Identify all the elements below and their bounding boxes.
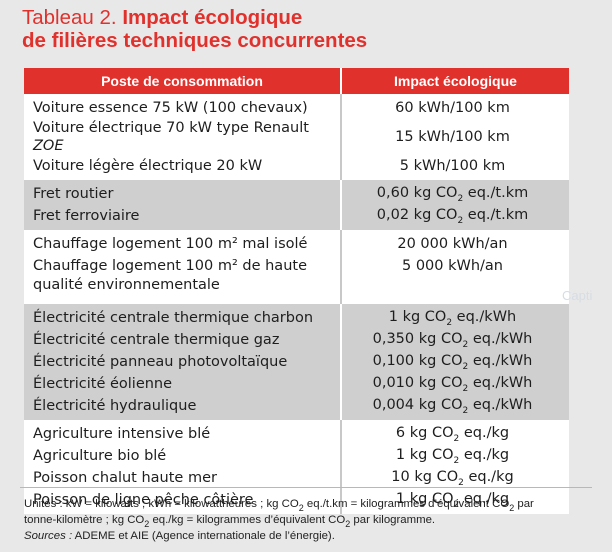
table-row: Électricité centrale thermique charbon 1 … xyxy=(24,304,569,329)
row-value: 5 000 kWh/an xyxy=(341,255,569,304)
row-group-2: Fret routier 0,60 kg CO2 eq./t.km Fret fer… xyxy=(24,180,569,230)
table-row: Électricité centrale thermique gaz 0,350 … xyxy=(24,329,569,351)
table-title: Tableau 2. Impact écologique de filières… xyxy=(22,6,602,52)
row-value: 6 kg CO2 eq./kg xyxy=(341,420,569,445)
row-label: Fret routier xyxy=(24,180,342,205)
row-value: 1 kg CO2 eq./kWh xyxy=(341,304,569,329)
row-value: 0,350 kg CO2 eq./kWh xyxy=(341,329,569,351)
row-label: Poisson de ligne pêche côtière xyxy=(24,489,342,514)
row-value: 0,010 kg CO2 eq./kWh xyxy=(341,373,569,395)
table-row: Fret routier 0,60 kg CO2 eq./t.km xyxy=(24,180,569,205)
row-value: 15 kWh/100 km xyxy=(341,119,569,155)
row-group-3: Chauffage logement 100 m² mal isolé 20 00… xyxy=(24,230,569,304)
table-row: Poisson de ligne pêche côtière 1 kg CO2 e… xyxy=(24,489,569,514)
row-label: Électricité panneau photovoltaïque xyxy=(24,351,342,373)
row-label: Chauffage logement 100 m² de haute quali… xyxy=(24,255,342,304)
row-label: Poisson chalut haute mer xyxy=(24,467,342,489)
header-poste: Poste de consommation xyxy=(24,68,342,94)
table-row: Agriculture bio blé 1 kg CO2 eq./kg xyxy=(24,445,569,467)
row-label: Électricité centrale thermique gaz xyxy=(24,329,342,351)
table-notes: Unités : kW = kilowatts ; kWh = kilowatt… xyxy=(24,496,604,544)
row-value: 0,02 kg CO2 eq./t.km xyxy=(341,205,569,230)
row-label: Agriculture bio blé xyxy=(24,445,342,467)
row-label: Voiture électrique 70 kW type Renault ZO… xyxy=(24,119,342,155)
title-line-1: Tableau 2. Impact écologique xyxy=(22,6,602,29)
header-impact: Impact écologique xyxy=(341,68,569,94)
units-note-line-2: tonne-kilomètre ; kg CO2 eq./kg = kilogr… xyxy=(24,514,436,529)
row-group-1: Voiture essence 75 kW (100 chevaux) 60 kW… xyxy=(24,94,569,180)
title-main-line-1: Impact écologique xyxy=(122,6,303,29)
table-row: Voiture légère électrique 20 kW 5 kWh/100… xyxy=(24,155,569,180)
title-prefix: Tableau 2. xyxy=(22,6,117,29)
row-value: 5 kWh/100 km xyxy=(341,155,569,180)
table-row: Électricité hydraulique 0,004 kg CO2 eq./… xyxy=(24,395,569,420)
row-value: 10 kg CO2 eq./kg xyxy=(341,467,569,489)
row-value: 1 kg CO2 eq./kg xyxy=(341,445,569,467)
row-label: Fret ferroviaire xyxy=(24,205,342,230)
row-label: Chauffage logement 100 m² mal isolé xyxy=(24,230,342,255)
row-label: Voiture essence 75 kW (100 chevaux) xyxy=(24,94,342,119)
table-row: Poisson chalut haute mer 10 kg CO2 eq./kg xyxy=(24,467,569,489)
row-label: Agriculture intensive blé xyxy=(24,420,342,445)
row-label: Électricité éolienne xyxy=(24,373,342,395)
sources-text: ADEME et AIE (Agence internationale de l… xyxy=(72,530,335,542)
row-group-4: Électricité centrale thermique charbon 1 … xyxy=(24,304,569,420)
ghost-caption: Capti xyxy=(562,288,593,303)
row-label: Voiture légère électrique 20 kW xyxy=(24,155,342,180)
row-group-5: Agriculture intensive blé 6 kg CO2 eq./kg… xyxy=(24,420,569,514)
table-row: Électricité éolienne 0,010 kg CO2 eq./kWh xyxy=(24,373,569,395)
header-row: Poste de consommation Impact écologique xyxy=(24,68,569,94)
table-row: Voiture essence 75 kW (100 chevaux) 60 kW… xyxy=(24,94,569,119)
title-main-line-2: de filières techniques concurrentes xyxy=(22,29,368,52)
table-row: Fret ferroviaire 0,02 kg CO2 eq./t.km xyxy=(24,205,569,230)
table-row: Chauffage logement 100 m² de haute quali… xyxy=(24,255,569,304)
row-value: 0,004 kg CO2 eq./kWh xyxy=(341,395,569,420)
row-label: Électricité hydraulique xyxy=(24,395,342,420)
table-row: Voiture électrique 70 kW type Renault ZO… xyxy=(24,119,569,155)
row-value: 1 kg CO2 eq./kg xyxy=(341,489,569,514)
units-note-line-1: Unités : kW = kilowatts ; kWh = kilowatt… xyxy=(24,498,534,513)
table-row: Chauffage logement 100 m² mal isolé 20 00… xyxy=(24,230,569,255)
table-row: Électricité panneau photovoltaïque 0,100 … xyxy=(24,351,569,373)
row-value: 0,100 kg CO2 eq./kWh xyxy=(341,351,569,373)
row-label: Électricité centrale thermique charbon xyxy=(24,304,342,329)
sources-note: Sources : ADEME et AIE (Agence internati… xyxy=(24,528,604,544)
row-value: 0,60 kg CO2 eq./t.km xyxy=(341,180,569,205)
row-value: 60 kWh/100 km xyxy=(341,94,569,119)
notes-divider xyxy=(20,487,592,488)
impact-table: Poste de consommation Impact écologique … xyxy=(24,68,569,514)
sources-label: Sources : xyxy=(24,530,73,542)
row-value: 20 000 kWh/an xyxy=(341,230,569,255)
table-row: Agriculture intensive blé 6 kg CO2 eq./kg xyxy=(24,420,569,445)
